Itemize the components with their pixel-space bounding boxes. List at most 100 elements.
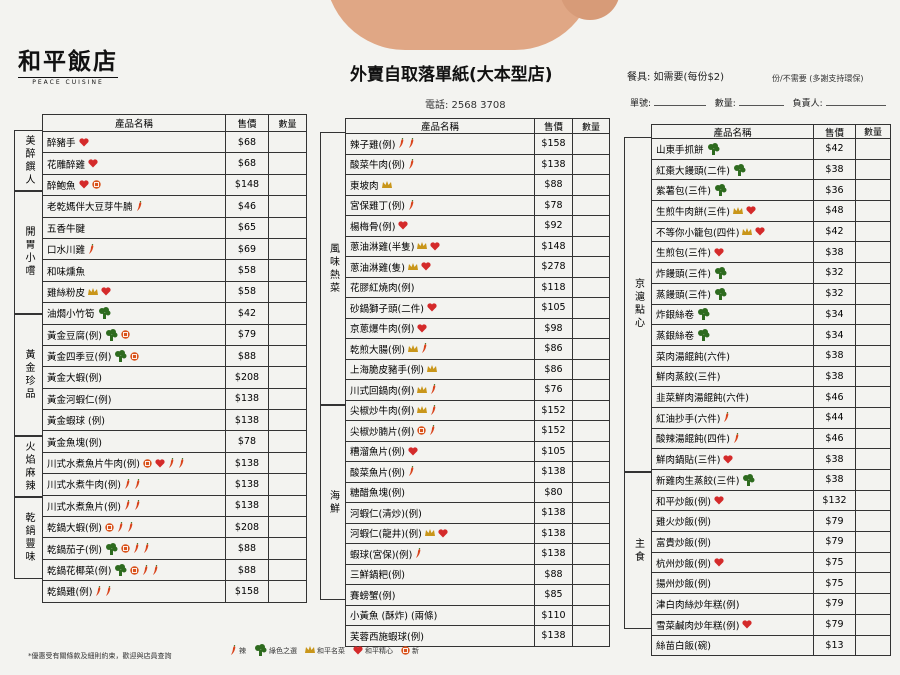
menu-item-label: 上海脆皮豬手(例)	[350, 365, 424, 377]
heart-icon	[427, 303, 437, 312]
menu-item-qty-field[interactable]	[269, 217, 307, 238]
menu-item-qty-field[interactable]	[573, 462, 610, 482]
menu-item-qty-field[interactable]	[269, 324, 307, 345]
menu-item-label: 山東手抓餅	[656, 144, 704, 156]
menu-item-qty-field[interactable]	[573, 482, 610, 502]
menu-item-qty-field[interactable]	[573, 154, 610, 174]
menu-item-qty-field[interactable]	[573, 195, 610, 215]
menu-item-qty-field[interactable]	[269, 174, 307, 196]
menu-item-qty-field[interactable]	[269, 559, 307, 581]
menu-item-name: 紅棗大饅頭(二件)	[651, 159, 814, 180]
menu-item-qty-field[interactable]	[856, 366, 891, 387]
menu-item-qty-field[interactable]	[856, 159, 891, 180]
menu-item-qty-field[interactable]	[856, 532, 891, 552]
menu-item-qty-field[interactable]	[573, 236, 610, 256]
menu-item-qty-field[interactable]	[573, 564, 610, 584]
menu-item-qty-field[interactable]	[856, 449, 891, 469]
menu-item-qty-field[interactable]	[269, 431, 307, 452]
menu-item-qty-field[interactable]	[573, 605, 610, 625]
menu-item-label: 花膠紅燒肉(例)	[350, 283, 415, 295]
menu-item-qty-field[interactable]	[856, 490, 891, 511]
chili-icon	[430, 384, 437, 395]
menu-item-qty-field[interactable]	[856, 283, 891, 304]
menu-item-qty-field[interactable]	[269, 132, 307, 153]
menu-item-label: 乾鍋雞(例)	[47, 587, 93, 599]
menu-item-qty-field[interactable]	[573, 523, 610, 543]
crown-icon	[417, 385, 428, 394]
menu-item-qty-field[interactable]	[269, 474, 307, 495]
menu-item-qty-field[interactable]	[856, 614, 891, 635]
menu-item-name: 杭州炒飯(例)	[651, 552, 814, 573]
menu-item-qty-field[interactable]	[856, 345, 891, 366]
menu-item-qty-field[interactable]	[573, 134, 610, 154]
menu-item-qty-field[interactable]	[573, 544, 610, 564]
menu-item-qty-field[interactable]	[269, 345, 307, 367]
menu-item-qty-field[interactable]	[269, 367, 307, 388]
menu-item-qty-field[interactable]	[269, 281, 307, 303]
menu-item-qty-field[interactable]	[856, 511, 891, 532]
menu-item-qty-field[interactable]	[856, 552, 891, 573]
menu-item-qty-field[interactable]	[856, 573, 891, 594]
menu-item-qty-field[interactable]	[573, 175, 610, 195]
menu-item-qty-field[interactable]	[573, 421, 610, 441]
menu-item-price: $79	[814, 594, 856, 614]
menu-item-qty-field[interactable]	[269, 538, 307, 559]
chili-icon	[408, 158, 415, 170]
menu-item-qty-field[interactable]	[573, 380, 610, 400]
menu-item-name: 黃金大蝦(例)	[42, 367, 226, 388]
person-field[interactable]	[825, 96, 886, 106]
menu-item-qty-field[interactable]	[856, 387, 891, 407]
menu-item-qty-field[interactable]	[573, 298, 610, 318]
menu-item-qty-field[interactable]	[269, 410, 307, 431]
menu-item-qty-field[interactable]	[856, 428, 891, 449]
menu-item-qty-field[interactable]	[856, 221, 891, 242]
menu-item-qty-field[interactable]	[269, 517, 307, 538]
crown-icon	[742, 227, 753, 236]
menu-item-price: $110	[535, 605, 573, 625]
menu-item-row: 杭州炒飯(例) $75	[651, 552, 891, 574]
menu-item-qty-field[interactable]	[856, 304, 891, 325]
menu-item-qty-field[interactable]	[269, 388, 307, 410]
menu-item-price: $138	[226, 495, 269, 517]
menu-item-qty-field[interactable]	[269, 238, 307, 260]
menu-item-label: 富貴炒飯(例)	[656, 537, 711, 549]
heart-icon	[398, 221, 409, 230]
menu-item-qty-field[interactable]	[573, 503, 610, 523]
menu-item-qty-field[interactable]	[856, 325, 891, 345]
menu-item-qty-field[interactable]	[269, 303, 307, 324]
menu-item-qty-field[interactable]	[573, 318, 610, 338]
menu-item-qty-field[interactable]	[573, 339, 610, 359]
menu-item-qty-field[interactable]	[856, 594, 891, 614]
menu-item-qty-field[interactable]	[856, 407, 891, 428]
menu-item-label: 黃金蝦球 (例)	[47, 416, 105, 428]
menu-item-price: $79	[814, 511, 856, 532]
menu-item-qty-field[interactable]	[269, 581, 307, 602]
menu-item-name: 河蝦仁(龍井)(例)	[345, 523, 535, 543]
menu-item-qty-field[interactable]	[269, 495, 307, 517]
column-header-qty: 數量	[856, 125, 891, 138]
menu-item-qty-field[interactable]	[573, 216, 610, 236]
menu-item-label: 京蔥爆牛肉(例)	[350, 324, 415, 336]
menu-item-row: 乾鍋花椰菜(例) $88	[42, 559, 307, 582]
menu-item-qty-field[interactable]	[856, 139, 891, 159]
menu-item-qty-field[interactable]	[856, 263, 891, 283]
menu-item-qty-field[interactable]	[856, 470, 891, 490]
menu-item-qty-field[interactable]	[856, 635, 891, 656]
menu-item-qty-field[interactable]	[856, 180, 891, 201]
menu-item-qty-field[interactable]	[573, 359, 610, 379]
menu-item-qty-field[interactable]	[269, 196, 307, 217]
menu-item-qty-field[interactable]	[573, 585, 610, 605]
menu-item-qty-field[interactable]	[573, 400, 610, 420]
menu-item-qty-field[interactable]	[573, 441, 610, 461]
menu-item-qty-field[interactable]	[573, 277, 610, 297]
order-number-field[interactable]	[653, 96, 706, 106]
menu-item-qty-field[interactable]	[573, 257, 610, 277]
menu-item-qty-field[interactable]	[856, 201, 891, 221]
menu-item-qty-field[interactable]	[573, 626, 610, 646]
menu-item-qty-field[interactable]	[269, 260, 307, 281]
menu-item-qty-field[interactable]	[856, 242, 891, 263]
chili-icon	[152, 564, 159, 576]
menu-item-qty-field[interactable]	[269, 153, 307, 174]
quantity-field[interactable]	[738, 96, 784, 106]
menu-item-qty-field[interactable]	[269, 452, 307, 474]
